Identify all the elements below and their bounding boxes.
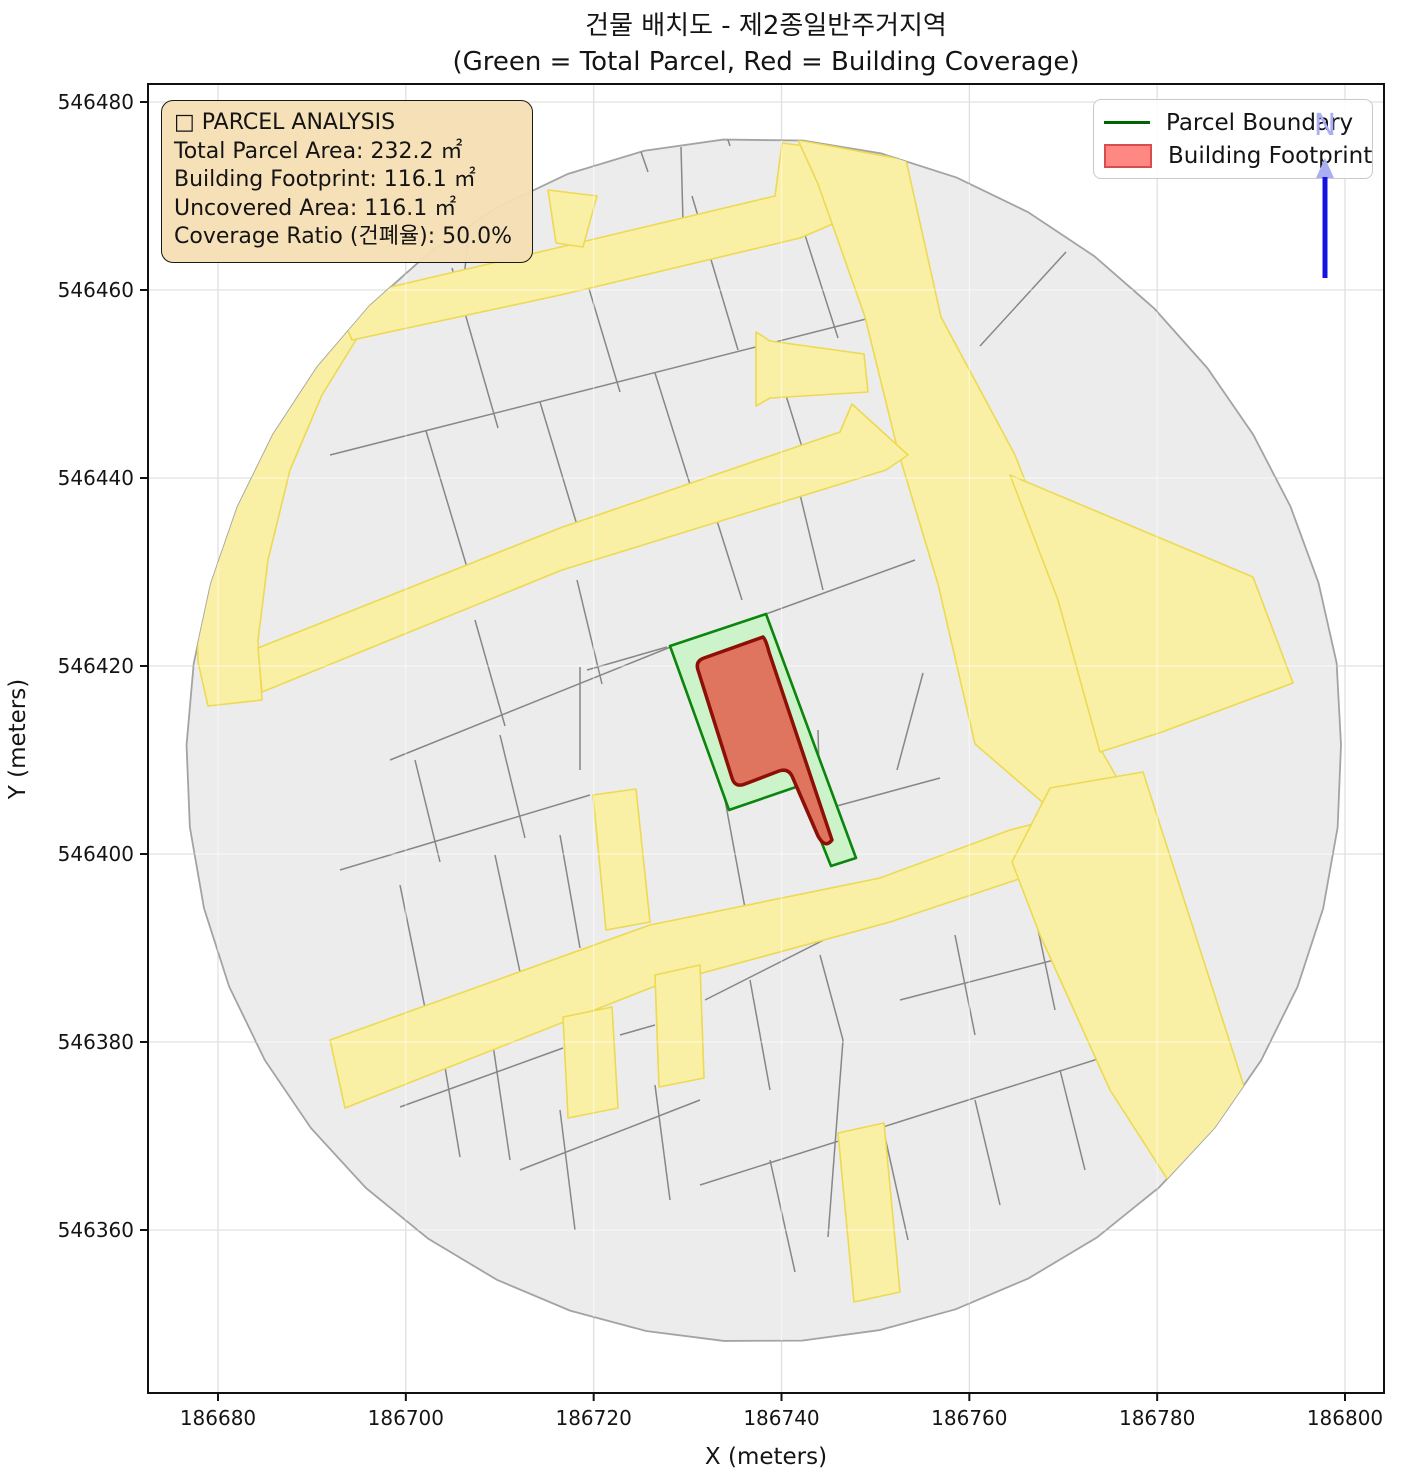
x-tick-label: 186780 bbox=[1119, 1406, 1195, 1430]
y-tick-label: 546360 bbox=[58, 1218, 134, 1242]
parcel-analysis-title: □ PARCEL ANALYSIS bbox=[174, 110, 396, 135]
y-tick-label: 546400 bbox=[58, 842, 134, 866]
legend-item-building-footprint: Building Footprint bbox=[1104, 139, 1372, 172]
road-mid-road bbox=[257, 403, 909, 693]
total-parcel-area: Total Parcel Area: 232.2 ㎡ bbox=[174, 138, 463, 164]
axis-ticks: 186680 186700 186720 186740 186760 186780 1868… bbox=[58, 90, 1384, 1430]
y-tick-label: 546440 bbox=[58, 466, 134, 490]
building-footprint-area: Building Footprint: 116.1 ㎡ bbox=[174, 167, 476, 192]
road-artery-left-stub bbox=[755, 331, 869, 407]
road-narrow-n2 bbox=[654, 964, 705, 1088]
x-tick-label: 186760 bbox=[931, 1406, 1007, 1430]
parcel-analysis-box: □ PARCEL ANALYSIS Total Parcel Area: 232… bbox=[161, 100, 533, 263]
page-title: 건물 배치도 - 제2종일반주거지역 bbox=[585, 11, 947, 41]
road-east-branch bbox=[1009, 474, 1294, 753]
road-narrow-n1 bbox=[562, 1006, 619, 1119]
north-label: N bbox=[1314, 108, 1336, 143]
y-tick-label: 546420 bbox=[58, 654, 134, 678]
x-tick-label: 186680 bbox=[180, 1406, 256, 1430]
x-tick-label: 186740 bbox=[743, 1406, 819, 1430]
x-axis-label: X (meters) bbox=[704, 1444, 828, 1470]
legend-label: Parcel Boundary bbox=[1166, 109, 1354, 136]
y-tick-label: 546380 bbox=[58, 1030, 134, 1054]
legend: Parcel Boundary Building Footprint bbox=[1093, 99, 1373, 179]
x-tick-label: 186720 bbox=[555, 1406, 631, 1430]
legend-label: Building Footprint bbox=[1168, 142, 1373, 169]
title-block: 건물 배치도 - 제2종일반주거지역 (Green = Total Parcel… bbox=[148, 8, 1384, 80]
legend-item-parcel-boundary: Parcel Boundary bbox=[1104, 106, 1362, 139]
coverage-ratio: Coverage Ratio (건폐율): 50.0% bbox=[174, 224, 513, 249]
y-axis-label: Y (meters) bbox=[5, 678, 31, 800]
roads-layer bbox=[195, 139, 1294, 1303]
road-top-stub bbox=[547, 189, 598, 248]
x-tick-label: 186800 bbox=[1307, 1406, 1383, 1430]
parcel-boundary-line-icon bbox=[1104, 121, 1150, 124]
y-tick-label: 546460 bbox=[58, 278, 134, 302]
building-footprint bbox=[695, 635, 834, 846]
building-footprint-patch-icon bbox=[1104, 143, 1152, 168]
axes-spine bbox=[147, 83, 1385, 1394]
page-subtitle: (Green = Total Parcel, Red = Building Co… bbox=[452, 47, 1080, 77]
north-arrow: N bbox=[1314, 108, 1336, 278]
north-arrowhead-icon bbox=[1316, 158, 1334, 178]
road-bottom-stub bbox=[837, 1122, 901, 1303]
x-tick-label: 186700 bbox=[368, 1406, 444, 1430]
y-tick-label: 546480 bbox=[58, 90, 134, 114]
road-narrow-n3 bbox=[592, 788, 651, 931]
uncovered-area: Uncovered Area: 116.1 ㎡ bbox=[174, 195, 457, 221]
